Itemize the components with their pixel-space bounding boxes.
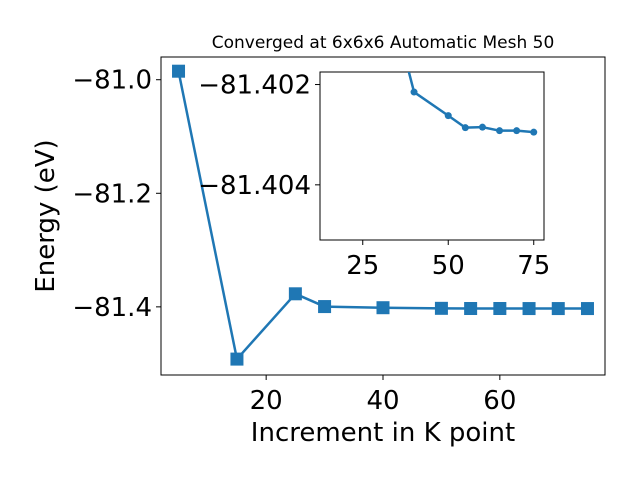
main-x-tick-label-1: 40 — [366, 386, 399, 416]
main-point-5 — [434, 301, 448, 315]
inset-plot: 25 50 75 −81.402 −81.404 — [198, 71, 550, 281]
main-point-4 — [376, 301, 390, 315]
main-point-10 — [580, 302, 594, 316]
inset-y-tick-label-1: −81.404 — [198, 171, 311, 201]
inset-point-3 — [461, 124, 469, 132]
inset-point-5 — [496, 127, 504, 135]
inset-x-tick-label-0: 25 — [346, 251, 379, 281]
inset-x-tick-label-1: 50 — [432, 251, 465, 281]
inset-point-4 — [478, 123, 486, 131]
x-axis-label: Increment in K point — [251, 418, 515, 448]
inset-point-2 — [444, 112, 452, 120]
inset-y-tick-label-0: −81.402 — [198, 71, 311, 101]
main-y-tick-label-0: −81.4 — [72, 293, 152, 323]
main-point-1 — [230, 352, 244, 366]
main-point-3 — [318, 300, 332, 314]
main-x-tick-label-0: 20 — [250, 386, 283, 416]
main-series — [172, 64, 594, 366]
main-y-tick-label-2: −81.0 — [72, 66, 152, 96]
main-y-tick-label-1: −81.2 — [72, 179, 152, 209]
main-point-0 — [172, 64, 186, 78]
inset-series — [407, 72, 538, 136]
main-point-7 — [493, 302, 507, 316]
y-axis-label: Energy (eV) — [31, 139, 61, 292]
main-point-6 — [464, 302, 478, 316]
main-point-9 — [551, 302, 565, 316]
main-plot: Converged at 6x6x6 Automatic Mesh 50 20 4… — [31, 33, 606, 448]
inset-point-7 — [530, 128, 538, 136]
main-point-8 — [522, 302, 536, 316]
inset-point-6 — [513, 127, 521, 135]
main-point-2 — [288, 287, 302, 301]
inset-point-1 — [410, 88, 418, 96]
inset-plot-area — [319, 71, 545, 241]
main-x-tick-label-2: 60 — [483, 386, 516, 416]
inset-axes-ticks: 25 50 75 −81.402 −81.404 — [198, 71, 550, 281]
main-axes-ticks: 20 40 60 −81.4 −81.2 −81.0 — [72, 66, 516, 416]
chart-title: Converged at 6x6x6 Automatic Mesh 50 — [212, 33, 555, 53]
inset-x-tick-label-2: 75 — [517, 251, 550, 281]
